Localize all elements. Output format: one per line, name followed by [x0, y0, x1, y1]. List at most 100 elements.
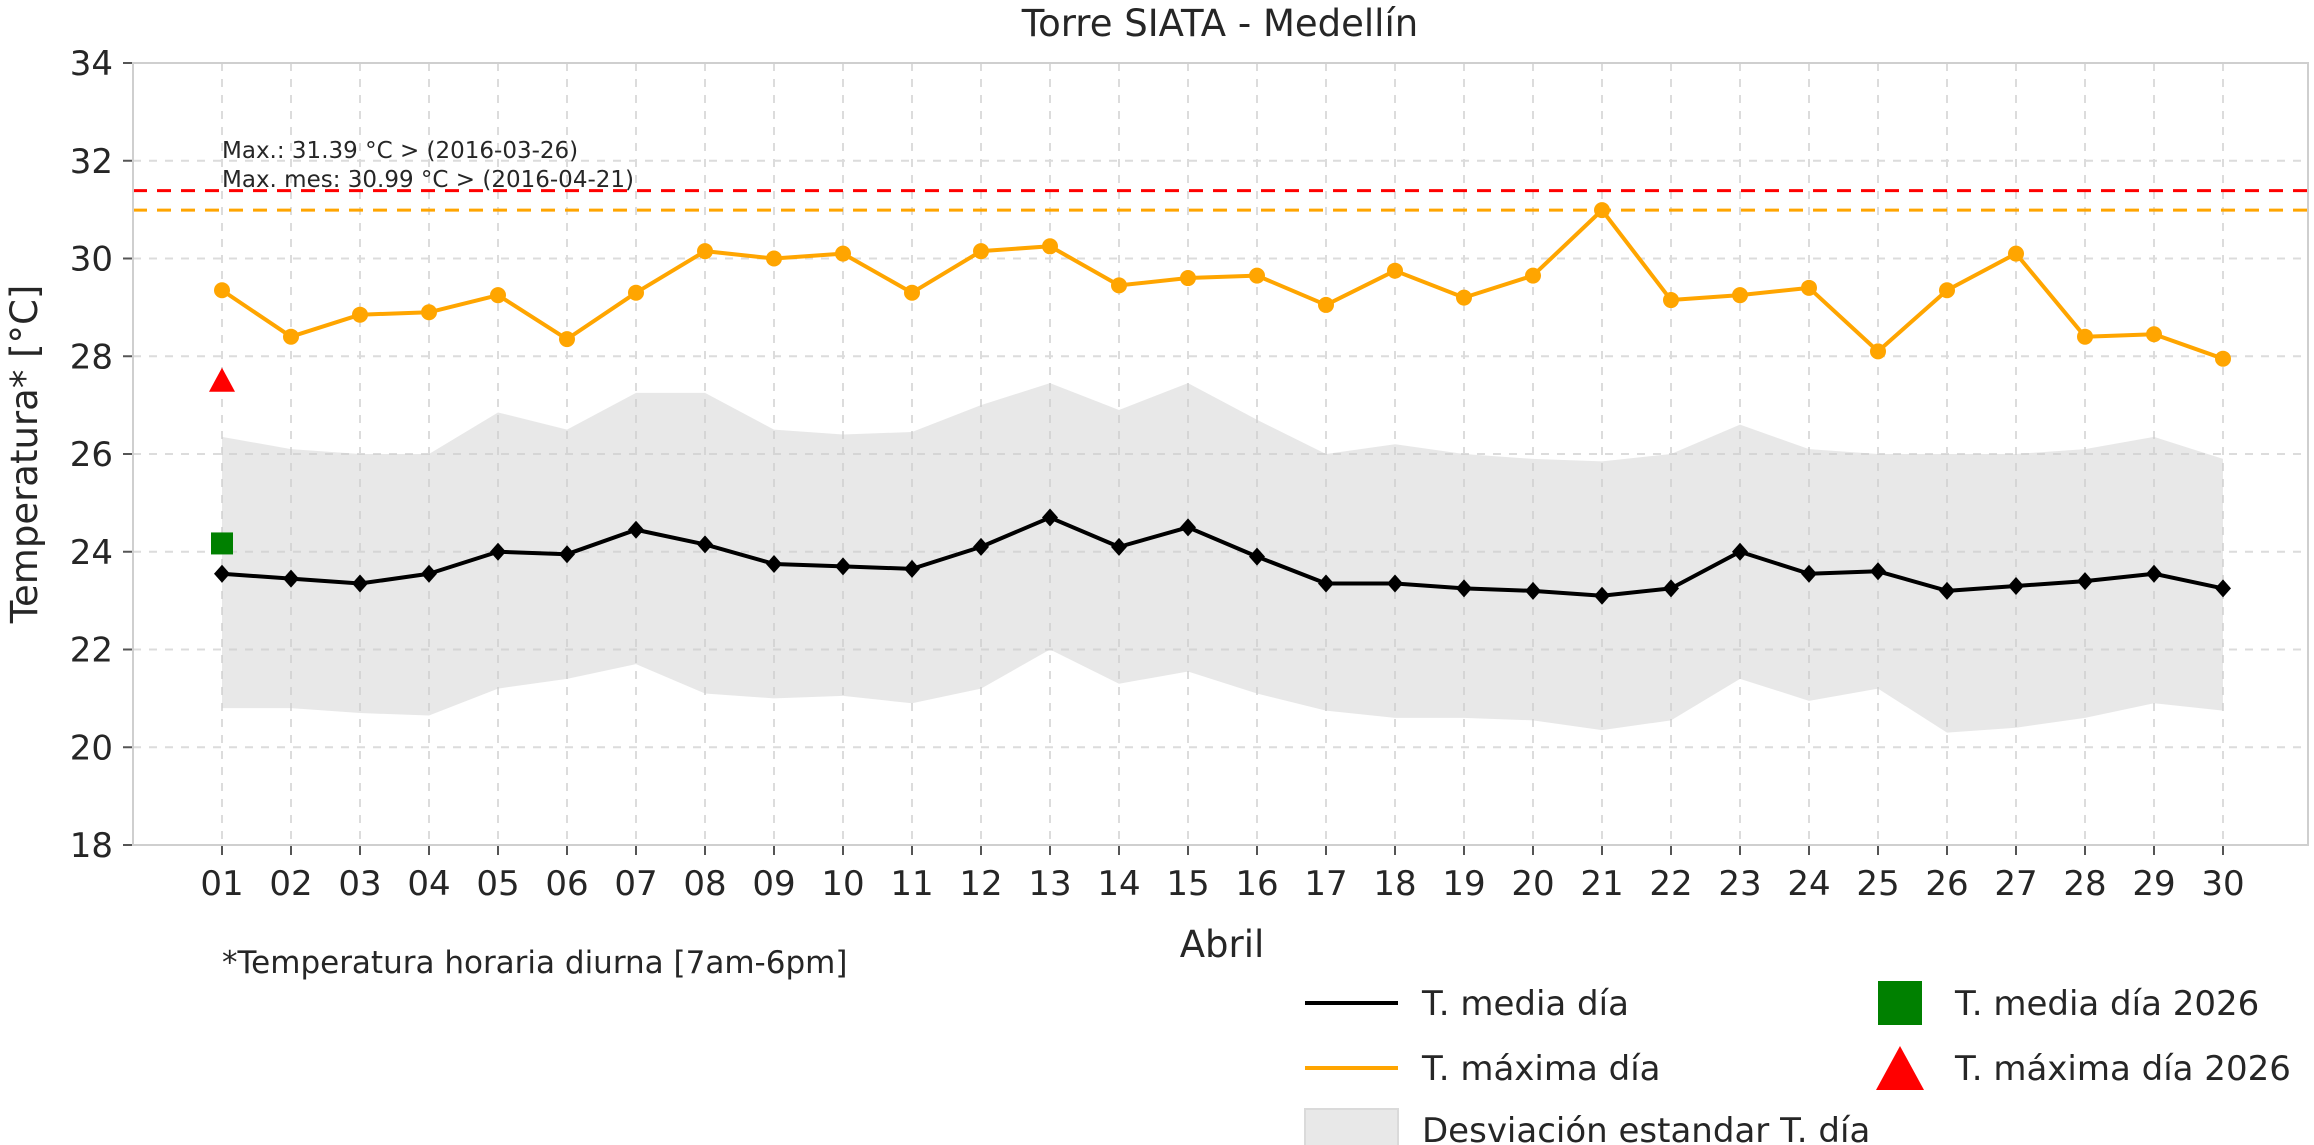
y-axis-label: Temperatura* [°C]: [3, 285, 46, 625]
maxima-point: [835, 245, 851, 262]
maxima-point: [490, 287, 506, 304]
maxima-point: [559, 331, 575, 348]
maxima-point: [1249, 267, 1265, 284]
media-point: [352, 574, 368, 593]
maxima-line: [220, 208, 2224, 361]
x-tick-label: 01: [200, 864, 243, 904]
stddev-band: [222, 383, 2223, 733]
media-point: [1939, 581, 1955, 600]
x-tick-label: 13: [1028, 864, 1071, 904]
media-point: [1180, 518, 1196, 537]
media-point: [1387, 574, 1403, 593]
maxima-point: [2146, 326, 2162, 343]
x-tick-label: 22: [1649, 864, 1692, 904]
media-point: [2215, 579, 2231, 598]
x-tick-label: 10: [821, 864, 864, 904]
maxima-point: [1456, 289, 1472, 306]
media-point: [904, 559, 920, 578]
x-tick-label: 06: [545, 864, 588, 904]
legend-media-2026-square-swatch: [1878, 981, 1922, 1025]
reference-lines-layer: [133, 189, 2308, 212]
media-point: [1111, 537, 1127, 556]
media-point: [835, 557, 851, 576]
x-tick-label: 27: [1994, 864, 2037, 904]
maxima-point: [421, 304, 437, 321]
media-point: [1318, 574, 1334, 593]
legend-column-1: T. media día T. máxima día Desviación es…: [1304, 984, 1870, 1145]
legend-maxima-label: T. máxima día: [1421, 1049, 1661, 1089]
axis-ticks-layer: 01 02 03 04 05 06 07 08 09 10 11 12 13 14 15 16 17 18 19 20…: [70, 44, 2245, 904]
grid-layer: [133, 63, 2308, 845]
y-tick-label: 34: [70, 44, 113, 84]
media-point: [2008, 576, 2024, 595]
maxima-point: [214, 282, 230, 299]
x-tick-label: 09: [752, 864, 795, 904]
maxima-point: [1663, 292, 1679, 309]
media-point: [2077, 572, 2093, 591]
media-2026-marker: [211, 532, 233, 555]
y-tick-label: 32: [70, 142, 113, 182]
maxima-2026-marker: [209, 367, 235, 392]
x-tick-label: 07: [614, 864, 657, 904]
series-layer: [209, 202, 2231, 605]
x-tick-label: 18: [1373, 864, 1416, 904]
maxima-point: [1111, 277, 1127, 294]
maxima-point: [352, 306, 368, 323]
maxima-point: [973, 243, 989, 260]
footnote-text: *Temperatura horaria diurna [7am-6pm]: [222, 945, 847, 981]
media-point: [1456, 579, 1472, 598]
x-axis-label: Abril: [1180, 923, 1265, 966]
y-tick-label: 24: [70, 533, 113, 573]
maxima-point: [766, 250, 782, 267]
maxima-point: [2215, 350, 2231, 367]
maxima-point: [904, 284, 920, 301]
media-point: [1042, 508, 1058, 527]
plot-frame: [132, 62, 2309, 846]
x-tick-label: 02: [269, 864, 312, 904]
maxima-point: [1801, 279, 1817, 296]
x-tick-label: 25: [1856, 864, 1899, 904]
media-point: [1594, 586, 1610, 605]
x-tick-label: 19: [1442, 864, 1485, 904]
media-point: [283, 569, 299, 588]
maxima-point: [2077, 328, 2093, 345]
x-tick-label: 12: [959, 864, 1002, 904]
media-point: [1249, 547, 1265, 566]
chart-title: Torre SIATA - Medellín: [1021, 2, 1418, 45]
legend-maxima-2026-label: T. máxima día 2026: [1954, 1049, 2291, 1089]
max-record-annotation: Max.: 31.39 °C > (2016-03-26): [222, 138, 578, 164]
x-tick-label: 26: [1925, 864, 1968, 904]
media-point: [2146, 564, 2162, 583]
media-point: [1732, 542, 1748, 561]
x-tick-label: 23: [1718, 864, 1761, 904]
maxima-point: [1525, 267, 1541, 284]
maxima-point: [1870, 343, 1886, 360]
maxima-point: [1594, 202, 1610, 219]
media-point: [1663, 579, 1679, 598]
legend-maxima-2026-triangle-swatch: [1876, 1046, 1924, 1090]
x-tick-label: 21: [1580, 864, 1623, 904]
media-point: [766, 554, 782, 573]
maxima-point: [1042, 238, 1058, 255]
y-tick-label: 18: [70, 826, 113, 866]
media-point: [973, 537, 989, 556]
media-point: [1801, 564, 1817, 583]
media-point: [697, 535, 713, 554]
x-tick-label: 28: [2063, 864, 2106, 904]
maxima-point: [1732, 287, 1748, 304]
y-tick-label: 22: [70, 631, 113, 671]
x-tick-label: 20: [1511, 864, 1554, 904]
y-tick-label: 26: [70, 435, 113, 475]
maxima-point: [1939, 282, 1955, 299]
x-tick-label: 29: [2132, 864, 2175, 904]
x-tick-label: 24: [1787, 864, 1830, 904]
maxima-point: [283, 328, 299, 345]
y-tick-label: 30: [70, 240, 113, 280]
media-point: [421, 564, 437, 583]
x-tick-label: 30: [2201, 864, 2244, 904]
legend-band-label: Desviación estandar T. día: [1422, 1111, 1870, 1145]
legend-media-2026-label: T. media día 2026: [1954, 984, 2259, 1024]
x-tick-label: 04: [407, 864, 450, 904]
